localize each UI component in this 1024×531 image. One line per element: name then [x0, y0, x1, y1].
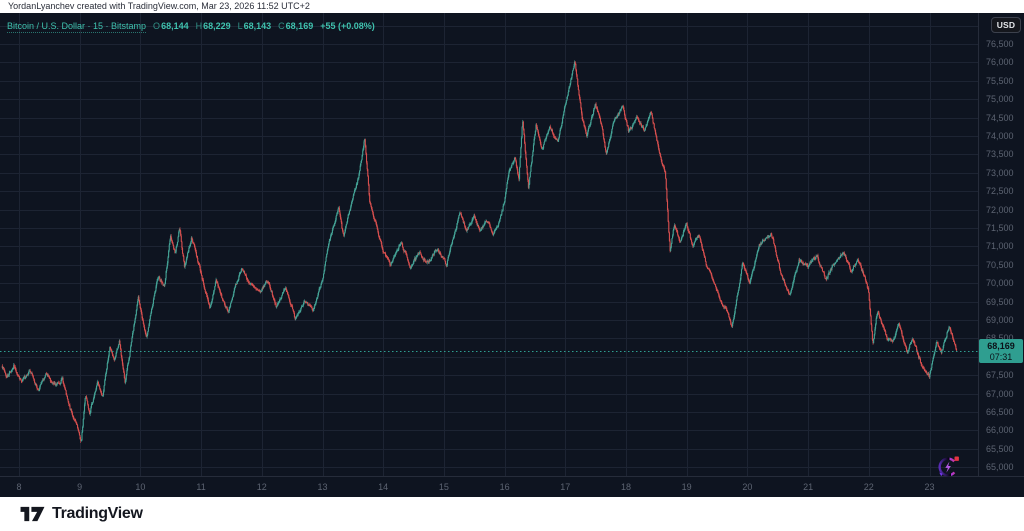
legend-high: H 68,229	[195, 21, 231, 31]
price-tick: 66,000	[986, 425, 1014, 436]
symbol-title[interactable]: Bitcoin / U.S. Dollar · 15 · Bitstamp	[7, 21, 147, 33]
price-tick: 73,000	[986, 167, 1014, 178]
price-tick: 71,000	[986, 241, 1014, 252]
time-tick: 8	[16, 482, 22, 492]
price-tick: 75,000	[986, 94, 1014, 105]
last-price-value: 68,169	[987, 340, 1015, 351]
time-tick: 14	[378, 482, 389, 492]
time-axis[interactable]: 8 9 10 11 12 13 14 15 16 17 18 19 20 21 22 23	[0, 476, 1024, 497]
time-tick: 22	[863, 482, 874, 492]
footer-bar: TradingView	[0, 497, 1024, 531]
time-tick: 16	[499, 482, 510, 492]
time-tick: 21	[803, 482, 814, 492]
price-tick: 70,500	[986, 259, 1014, 270]
attribution-text: YordanLyanchev created with TradingView.…	[0, 0, 1024, 13]
price-tick: 74,000	[986, 131, 1014, 141]
price-tick: 68,500	[986, 333, 1014, 343]
time-tick: 15	[438, 482, 449, 492]
price-tick: 69,000	[986, 315, 1014, 325]
legend-change: +55 (+0.08%)	[320, 21, 375, 31]
price-tick: 76,000	[986, 57, 1014, 68]
bar-countdown: 07:31	[989, 351, 1013, 362]
time-tick: 20	[742, 482, 753, 492]
price-axis[interactable]: 65,00065,50066,00066,50067,00067,50068,0…	[978, 13, 1024, 476]
price-tick: 72,000	[986, 204, 1014, 215]
time-tick: 18	[620, 482, 632, 492]
legend-low: L 68,143	[237, 21, 272, 31]
time-tick: 13	[317, 482, 328, 492]
price-tick: 65,000	[986, 462, 1014, 473]
price-tick: 67,000	[986, 388, 1014, 399]
time-tick: 12	[256, 482, 267, 492]
time-tick: 19	[681, 482, 692, 492]
candlestick-chart[interactable]	[0, 13, 978, 476]
price-tick: 71,500	[986, 223, 1014, 233]
price-tick: 65,500	[986, 443, 1014, 454]
price-tick: 66,500	[986, 407, 1014, 417]
time-tick: 11	[196, 482, 206, 492]
tradingview-logo-icon[interactable]	[20, 506, 45, 522]
legend-open: O 68,144	[153, 21, 189, 31]
price-tick: 76,500	[986, 39, 1014, 49]
time-tick: 10	[135, 482, 146, 492]
time-tick: 17	[560, 482, 571, 492]
price-tick: 74,500	[986, 112, 1014, 123]
last-price-badge: 68,169 07:31	[979, 338, 1023, 363]
price-tick: 73,500	[986, 149, 1014, 160]
price-tick: 70,000	[986, 278, 1014, 289]
time-tick: 23	[924, 482, 935, 492]
price-tick: 67,500	[986, 370, 1014, 381]
price-tick: 69,500	[986, 296, 1014, 307]
lightning-circle-watermark-icon	[934, 453, 962, 481]
legend-close: C 68,169	[278, 21, 314, 31]
currency-button[interactable]: USD	[991, 17, 1021, 33]
time-tick: 9	[77, 482, 83, 492]
price-tick: 72,500	[986, 186, 1014, 197]
tradingview-wordmark[interactable]: TradingView	[52, 505, 143, 522]
price-tick: 75,500	[986, 75, 1014, 86]
